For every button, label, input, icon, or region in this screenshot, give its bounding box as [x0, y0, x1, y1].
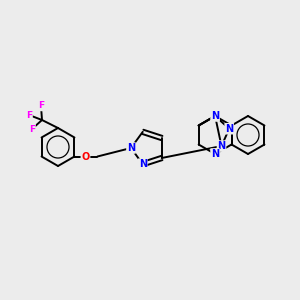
Text: N: N — [218, 141, 226, 151]
Text: F: F — [29, 124, 35, 134]
Text: F: F — [26, 110, 32, 119]
Text: O: O — [81, 152, 90, 161]
Text: N: N — [225, 124, 233, 134]
Text: N: N — [127, 143, 135, 153]
Text: N: N — [139, 159, 147, 169]
Text: F: F — [38, 101, 44, 110]
Text: N: N — [211, 111, 219, 121]
Text: N: N — [211, 149, 219, 159]
